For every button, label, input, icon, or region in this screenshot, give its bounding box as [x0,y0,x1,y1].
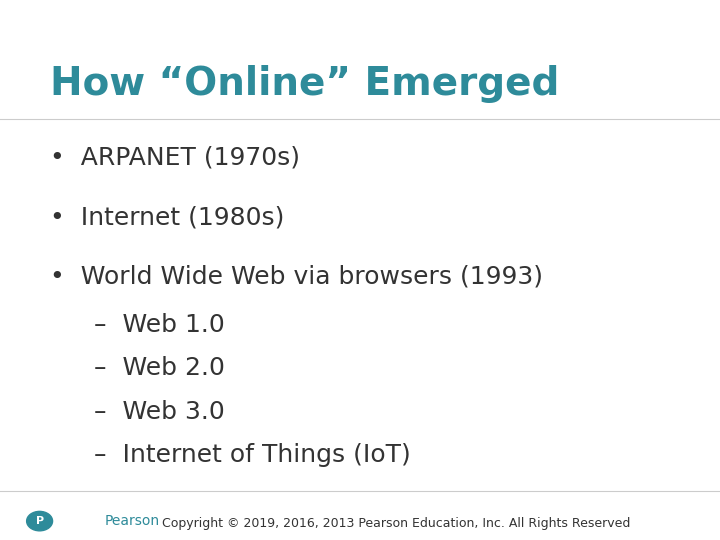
Text: P: P [35,516,44,526]
Circle shape [27,511,53,531]
Text: •  World Wide Web via browsers (1993): • World Wide Web via browsers (1993) [50,265,544,288]
Text: •  ARPANET (1970s): • ARPANET (1970s) [50,146,300,170]
Text: –  Web 3.0: – Web 3.0 [94,400,225,423]
Text: Pearson: Pearson [104,514,160,528]
Text: –  Internet of Things (IoT): – Internet of Things (IoT) [94,443,410,467]
Text: Copyright © 2019, 2016, 2013 Pearson Education, Inc. All Rights Reserved: Copyright © 2019, 2016, 2013 Pearson Edu… [162,517,630,530]
Text: –  Web 1.0: – Web 1.0 [94,313,225,337]
Text: How “Online” Emerged: How “Online” Emerged [50,65,559,103]
Text: •  Internet (1980s): • Internet (1980s) [50,205,285,229]
Text: –  Web 2.0: – Web 2.0 [94,356,225,380]
